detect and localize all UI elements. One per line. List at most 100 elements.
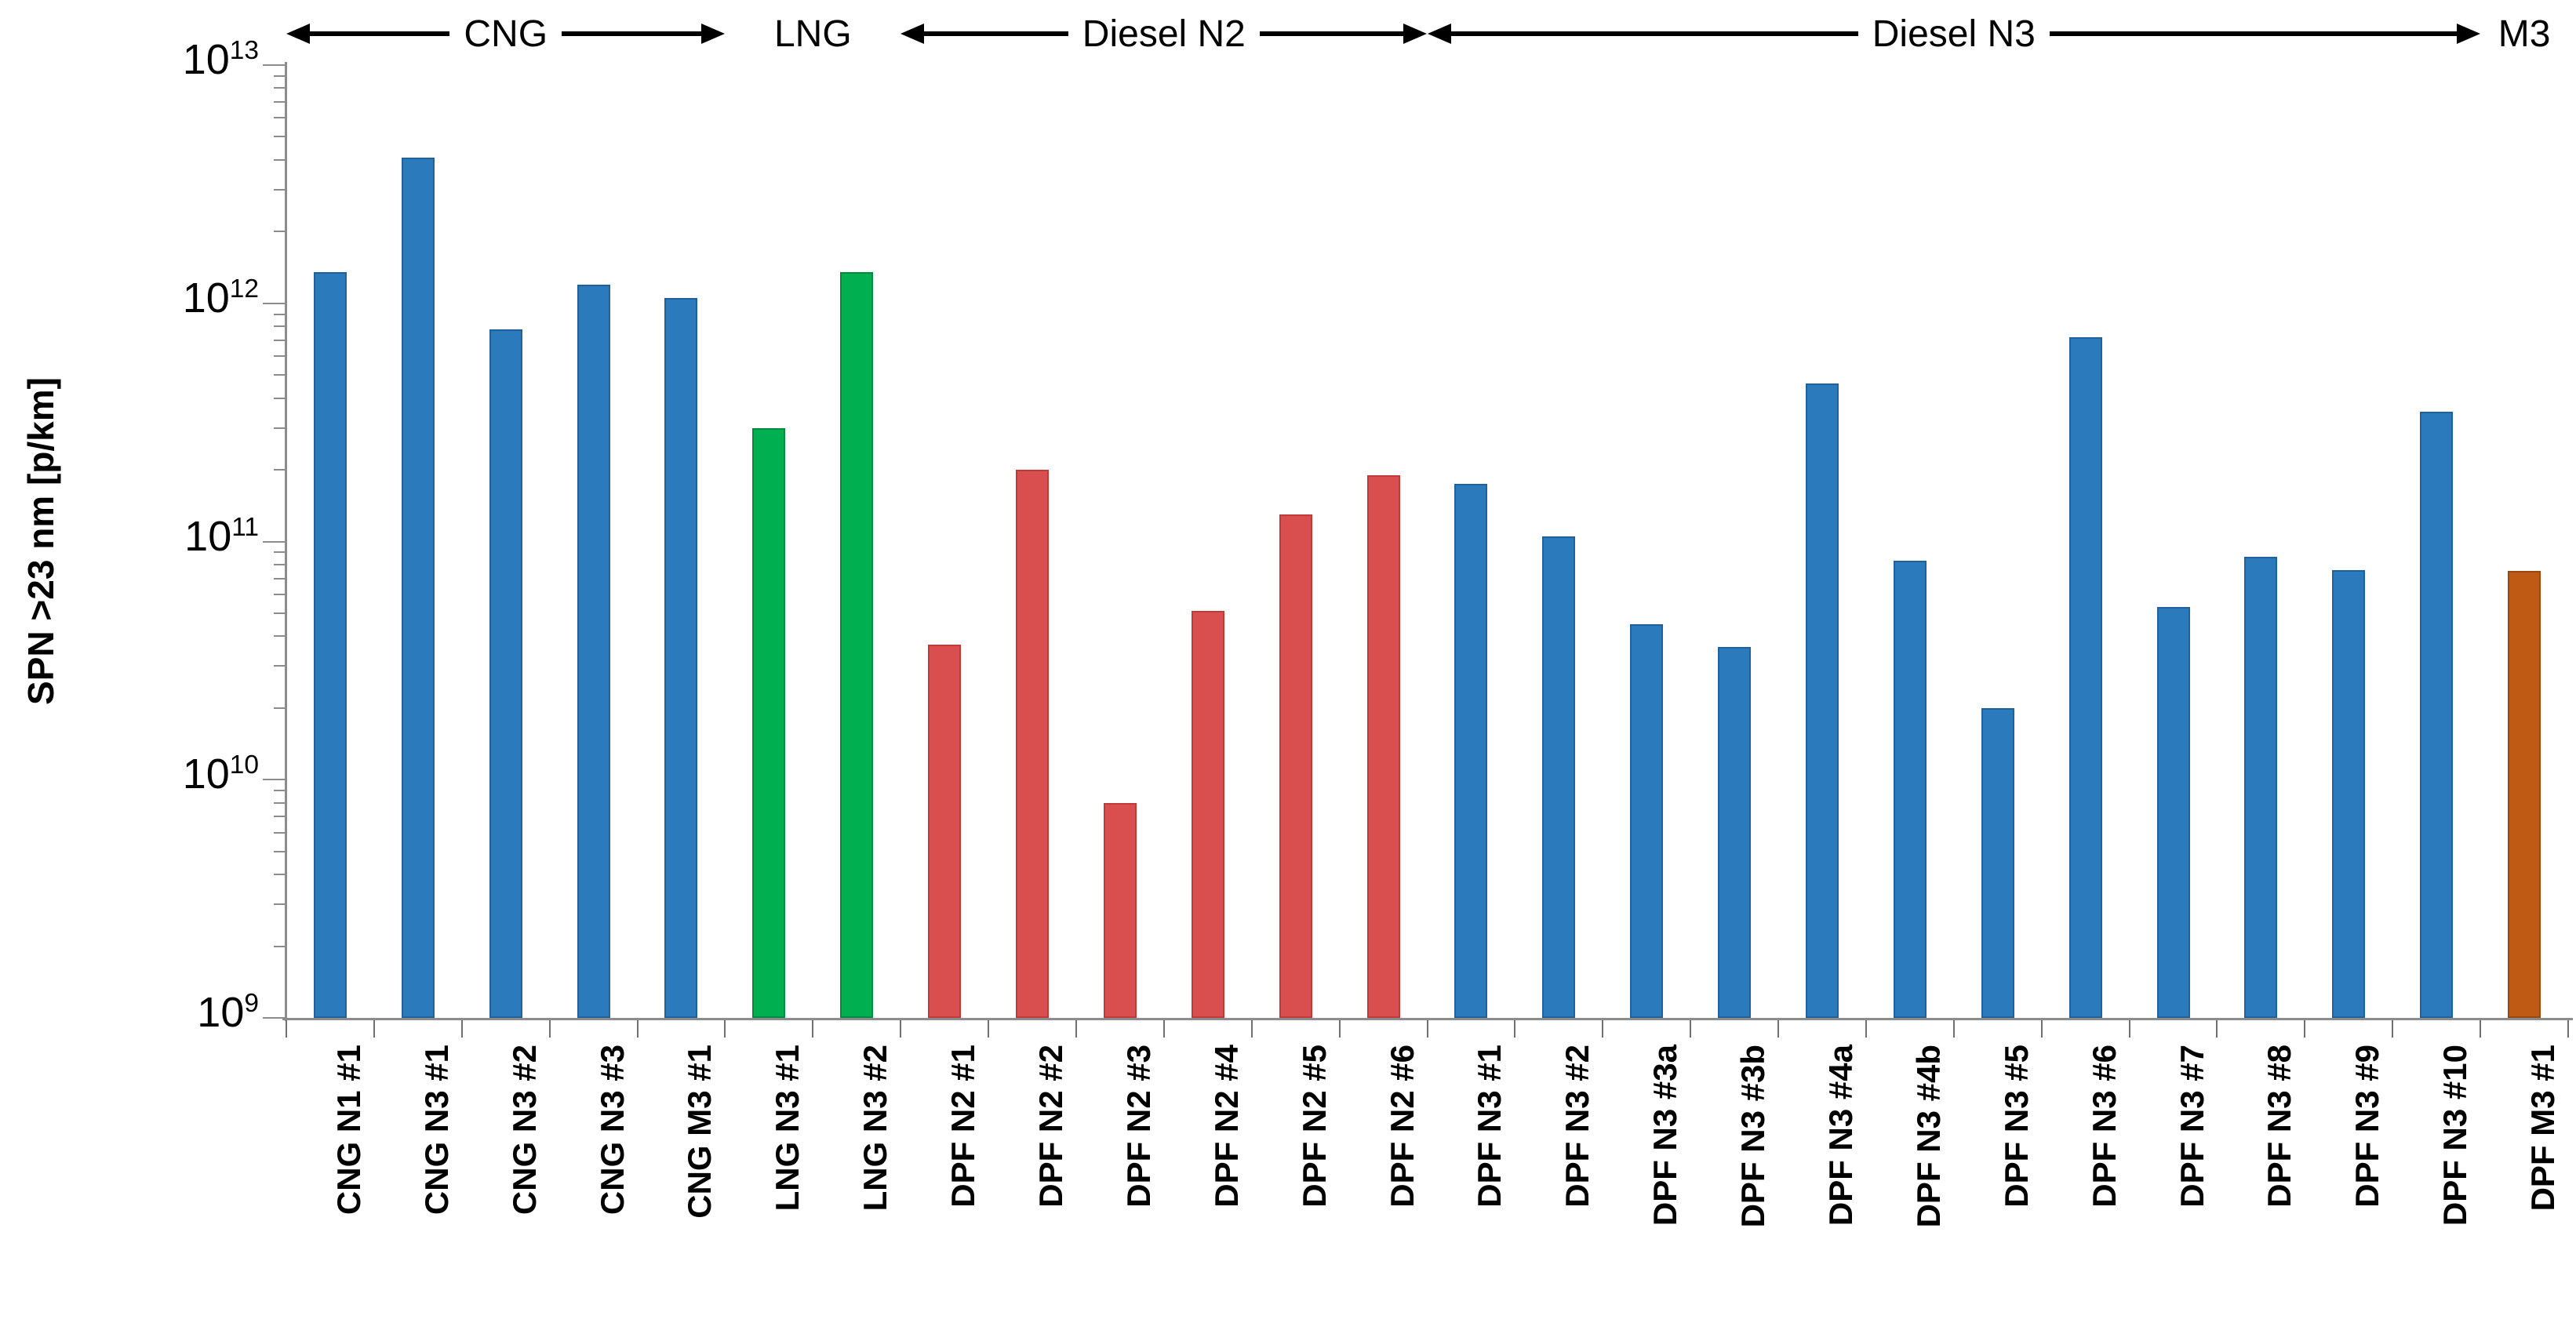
x-tick-label: CNG N3 #2 bbox=[487, 1045, 543, 1341]
y-minor-tick bbox=[274, 117, 285, 119]
x-tick-label: DPF N3 #2 bbox=[1540, 1045, 1595, 1341]
y-minor-tick bbox=[274, 469, 285, 471]
x-tick-label: CNG N3 #1 bbox=[399, 1045, 455, 1341]
y-minor-tick bbox=[274, 188, 285, 191]
x-tick-label: DPF N3 #5 bbox=[1979, 1045, 2035, 1341]
bar-dpf-n3-2 bbox=[1542, 536, 1576, 1018]
left-arrow-icon bbox=[901, 24, 1068, 44]
y-minor-tick bbox=[274, 790, 285, 792]
y-axis-title: SPN >23 nm [p/km] bbox=[20, 377, 61, 705]
bar-cng-n3-3 bbox=[577, 284, 610, 1018]
bar-dpf-n2-4 bbox=[1191, 611, 1224, 1018]
x-tick-label: DPF N3 #3a bbox=[1628, 1045, 1683, 1341]
x-tick-label-text: DPF N2 #4 bbox=[1207, 1045, 1245, 1208]
x-tick-label: CNG N3 #3 bbox=[575, 1045, 631, 1341]
x-axis-line bbox=[282, 1018, 2573, 1020]
x-tick-label-text: CNG N1 #1 bbox=[329, 1045, 367, 1216]
x-tick-label-text: DPF N3 #4b bbox=[1909, 1045, 1947, 1228]
left-arrow-icon bbox=[1427, 24, 1858, 44]
x-axis-tick bbox=[2304, 1020, 2306, 1038]
x-tick-label: DPF N3 #10 bbox=[2418, 1045, 2473, 1341]
x-tick-label-text: CNG N3 #2 bbox=[505, 1045, 543, 1216]
x-axis-tick bbox=[636, 1020, 639, 1038]
x-tick-label: DPF N3 #7 bbox=[2155, 1045, 2210, 1341]
y-minor-tick bbox=[274, 874, 285, 876]
bar-lng-n3-1 bbox=[752, 427, 786, 1018]
x-axis-tick bbox=[460, 1020, 463, 1038]
x-tick-label: DPF N3 #4a bbox=[1803, 1045, 1859, 1341]
x-axis-tick bbox=[2392, 1020, 2394, 1038]
x-tick-label: DPF N2 #5 bbox=[1277, 1045, 1333, 1341]
y-major-tick bbox=[263, 540, 285, 543]
x-axis-tick bbox=[286, 1020, 287, 1038]
y-minor-tick bbox=[274, 231, 285, 233]
y-minor-tick bbox=[274, 313, 285, 315]
bar-dpf-n2-3 bbox=[1103, 802, 1137, 1018]
y-minor-tick bbox=[274, 612, 285, 614]
bar-lng-n3-2 bbox=[840, 272, 874, 1018]
x-tick-label-text: DPF N3 #10 bbox=[2436, 1045, 2474, 1227]
x-tick-label-text: LNG N3 #2 bbox=[857, 1045, 894, 1212]
group-annotation-label: CNG bbox=[464, 13, 548, 55]
x-axis-tick bbox=[1865, 1020, 1867, 1038]
x-axis-tick bbox=[2216, 1020, 2218, 1038]
y-minor-tick bbox=[274, 74, 285, 77]
bar-dpf-n3-5 bbox=[1981, 707, 2014, 1018]
y-minor-tick bbox=[274, 577, 285, 580]
bar-dpf-n3-1 bbox=[1454, 483, 1488, 1018]
y-minor-tick bbox=[274, 563, 285, 565]
x-tick-label-text: DPF N3 #2 bbox=[1559, 1045, 1596, 1208]
y-tick-label: 1013 bbox=[182, 36, 259, 83]
y-minor-tick bbox=[274, 136, 285, 138]
x-tick-label: DPF N3 #1 bbox=[1452, 1045, 1508, 1341]
x-tick-label-text: DPF N3 #5 bbox=[1997, 1045, 2035, 1208]
x-tick-label-text: DPF N2 #6 bbox=[1383, 1045, 1421, 1208]
x-tick-label-text: DPF N2 #3 bbox=[1119, 1045, 1157, 1208]
group-annotation-diesel-n3: Diesel N3 bbox=[1427, 11, 2481, 56]
x-axis-tick bbox=[1250, 1020, 1253, 1038]
bar-dpf-n3-4a bbox=[1805, 383, 1839, 1018]
right-arrow-icon bbox=[2049, 24, 2481, 44]
y-minor-tick bbox=[274, 593, 285, 595]
x-axis-tick bbox=[1514, 1020, 1516, 1038]
bar-dpf-n2-2 bbox=[1016, 470, 1050, 1018]
bar-dpf-n3-3a bbox=[1630, 623, 1664, 1018]
y-tick-label: 1011 bbox=[184, 512, 259, 560]
y-minor-tick bbox=[274, 903, 285, 906]
x-tick-label: DPF N2 #4 bbox=[1189, 1045, 1245, 1341]
group-annotation-label: Diesel N2 bbox=[1082, 13, 1246, 55]
group-annotation-label: Diesel N3 bbox=[1872, 13, 2036, 55]
x-tick-label-text: DPF N2 #1 bbox=[944, 1045, 982, 1208]
x-axis-tick bbox=[1075, 1020, 1077, 1038]
y-minor-tick bbox=[274, 707, 285, 709]
y-minor-tick bbox=[274, 831, 285, 834]
bar-dpf-m3-1 bbox=[2508, 571, 2541, 1018]
x-axis-tick bbox=[2480, 1020, 2482, 1038]
x-tick-label-text: CNG M3 #1 bbox=[681, 1045, 719, 1219]
group-annotation-label: M3 bbox=[2498, 13, 2551, 55]
x-tick-label-text: DPF N3 #4a bbox=[1821, 1045, 1859, 1227]
y-minor-tick bbox=[274, 397, 285, 399]
y-minor-tick bbox=[274, 635, 285, 638]
x-tick-label: DPF N2 #2 bbox=[1013, 1045, 1069, 1341]
y-major-tick bbox=[263, 779, 285, 781]
x-axis-tick bbox=[548, 1020, 551, 1038]
x-axis-tick bbox=[2567, 1020, 2569, 1038]
x-axis-tick bbox=[812, 1020, 814, 1038]
x-tick-label: CNG M3 #1 bbox=[662, 1045, 718, 1341]
y-major-tick bbox=[263, 64, 285, 66]
x-tick-label: DPF N3 #9 bbox=[2330, 1045, 2385, 1341]
x-tick-label: DPF N3 #3b bbox=[1716, 1045, 1771, 1341]
y-minor-tick bbox=[274, 427, 285, 429]
y-minor-tick bbox=[274, 665, 285, 667]
x-tick-label-text: DPF N2 #2 bbox=[1032, 1045, 1070, 1208]
bar-dpf-n3-4b bbox=[1893, 561, 1927, 1018]
right-arrow-icon bbox=[562, 24, 726, 44]
x-tick-label-text: DPF N3 #7 bbox=[2173, 1045, 2210, 1208]
x-tick-label: CNG N1 #1 bbox=[311, 1045, 367, 1341]
bar-dpf-n3-10 bbox=[2420, 412, 2454, 1018]
x-tick-label-text: DPF N3 #1 bbox=[1471, 1045, 1508, 1208]
y-minor-tick bbox=[274, 158, 285, 161]
x-tick-label: DPF N2 #1 bbox=[926, 1045, 981, 1341]
